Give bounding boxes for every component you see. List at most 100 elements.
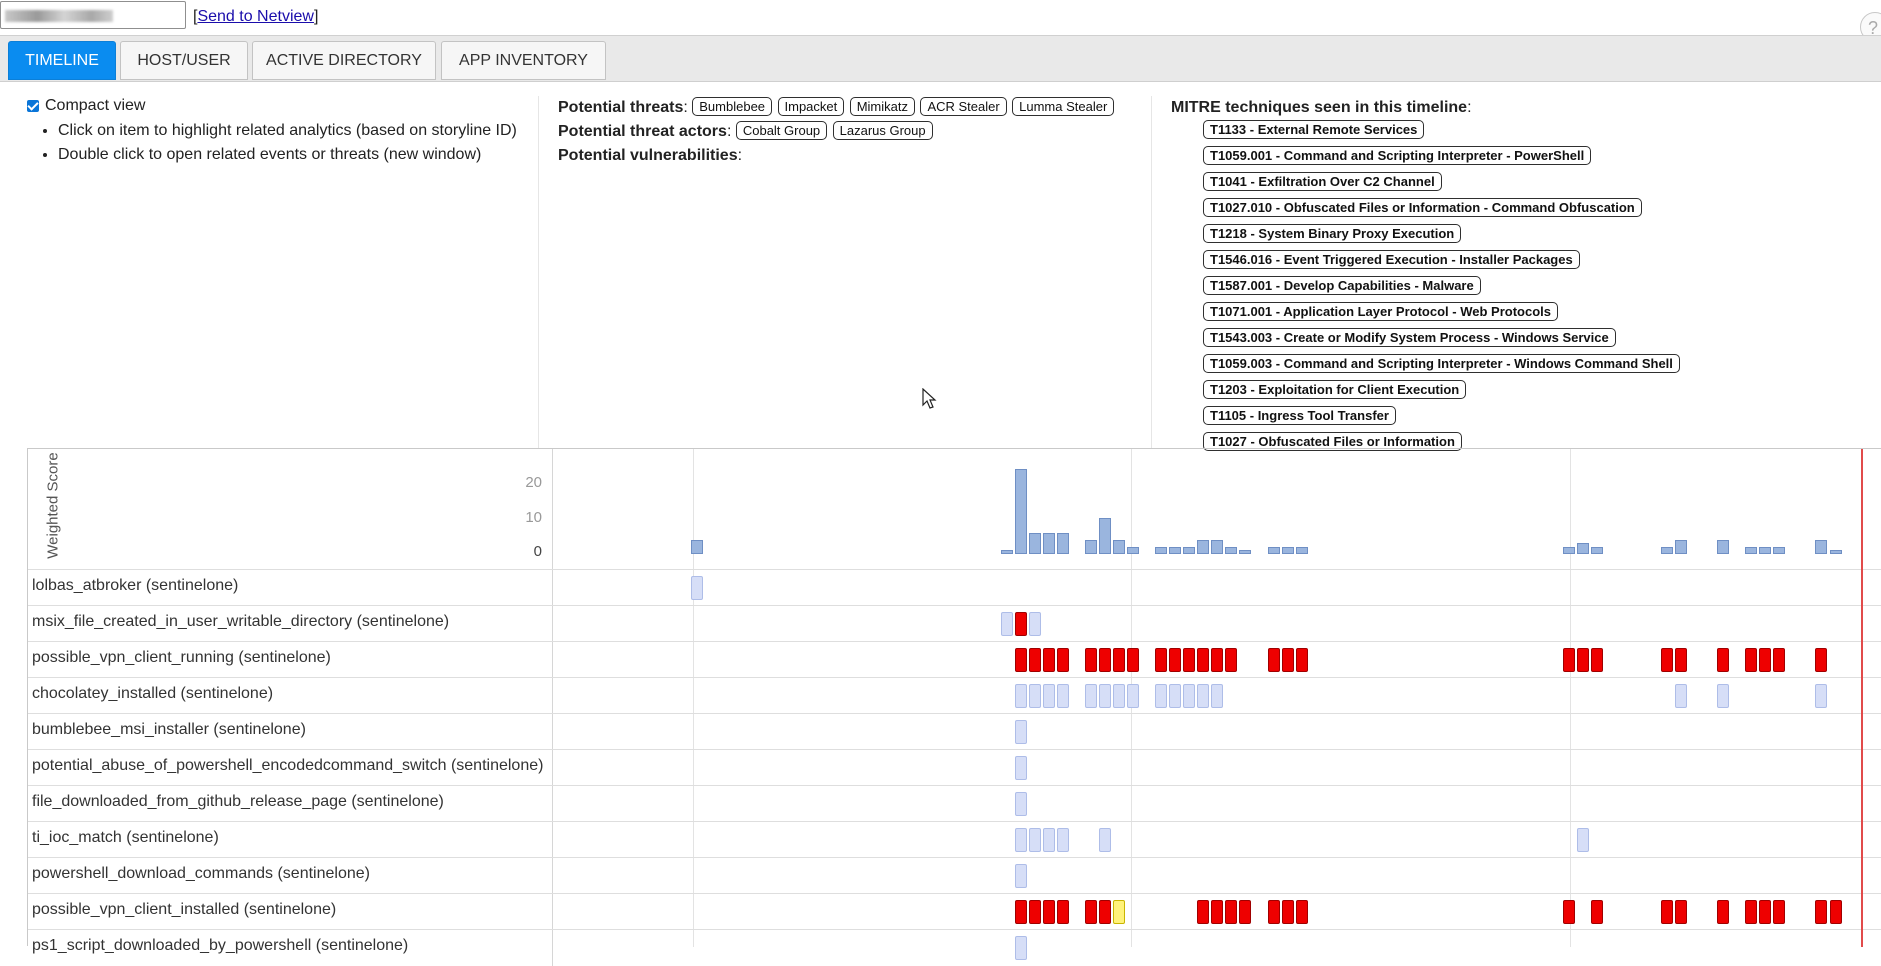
event-marker[interactable] <box>1056 684 1069 708</box>
event-marker[interactable] <box>1815 684 1828 708</box>
threat-actor-badge[interactable]: Lazarus Group <box>832 121 933 140</box>
event-marker[interactable] <box>1112 648 1125 672</box>
score-bar[interactable] <box>1056 533 1069 554</box>
score-bar[interactable] <box>1042 533 1055 554</box>
event-marker[interactable] <box>1014 648 1027 672</box>
score-bar[interactable] <box>1674 540 1687 554</box>
event-marker[interactable] <box>1562 900 1575 924</box>
mitre-technique-badge[interactable]: T1027.010 - Obfuscated Files or Informat… <box>1203 198 1642 217</box>
event-marker[interactable] <box>1014 900 1027 924</box>
event-marker[interactable] <box>1717 648 1730 672</box>
event-marker[interactable] <box>1197 900 1210 924</box>
event-marker[interactable] <box>1745 900 1758 924</box>
score-bar[interactable] <box>1759 547 1772 554</box>
score-bar[interactable] <box>1183 547 1196 554</box>
score-bar[interactable] <box>1084 540 1097 554</box>
analytic-name[interactable]: file_downloaded_from_github_release_page… <box>32 793 444 810</box>
event-marker[interactable] <box>1717 684 1730 708</box>
event-marker[interactable] <box>1183 648 1196 672</box>
timeline-row[interactable]: ti_ioc_match (sentinelone) <box>28 821 1881 858</box>
event-marker[interactable] <box>1674 648 1687 672</box>
event-marker[interactable] <box>1295 648 1308 672</box>
timeline-row[interactable]: possible_vpn_client_installed (sentinelo… <box>28 893 1881 930</box>
mitre-technique-badge[interactable]: T1203 - Exploitation for Client Executio… <box>1203 380 1467 399</box>
event-marker[interactable] <box>1000 612 1013 636</box>
event-marker[interactable] <box>1815 648 1828 672</box>
event-marker[interactable] <box>1084 900 1097 924</box>
event-marker[interactable] <box>1112 900 1125 924</box>
analytic-name[interactable]: ps1_script_downloaded_by_powershell (sen… <box>32 937 409 954</box>
threat-badge[interactable]: Impacket <box>777 97 845 116</box>
analytic-name[interactable]: potential_abuse_of_powershell_encodedcom… <box>32 757 544 774</box>
mitre-technique-badge[interactable]: T1041 - Exfiltration Over C2 Channel <box>1203 172 1442 191</box>
mitre-technique-badge[interactable]: T1587.001 - Develop Capabilities - Malwa… <box>1203 276 1481 295</box>
analytic-name[interactable]: chocolatey_installed (sentinelone) <box>32 685 274 702</box>
event-marker[interactable] <box>1660 648 1673 672</box>
score-bar[interactable] <box>1815 540 1828 554</box>
event-marker[interactable] <box>1112 684 1125 708</box>
event-marker[interactable] <box>1155 648 1168 672</box>
event-marker[interactable] <box>1084 684 1097 708</box>
mitre-technique-badge[interactable]: T1071.001 - Application Layer Protocol -… <box>1203 302 1558 321</box>
score-bar[interactable] <box>1028 533 1041 554</box>
event-marker[interactable] <box>1014 936 1027 960</box>
tab-active-directory[interactable]: ACTIVE DIRECTORY <box>252 41 436 80</box>
event-marker[interactable] <box>1155 684 1168 708</box>
analytic-name[interactable]: msix_file_created_in_user_writable_direc… <box>32 613 450 630</box>
score-bar[interactable] <box>1576 543 1589 554</box>
event-marker[interactable] <box>1295 900 1308 924</box>
timeline-row[interactable]: ps1_script_downloaded_by_powershell (sen… <box>28 929 1881 966</box>
send-to-netview-link[interactable]: Send to Netview <box>197 8 314 25</box>
tab-host-user[interactable]: HOST/USER <box>120 41 248 80</box>
event-marker[interactable] <box>1084 648 1097 672</box>
event-marker[interactable] <box>1098 900 1111 924</box>
score-bar[interactable] <box>1112 540 1125 554</box>
event-marker[interactable] <box>1028 648 1041 672</box>
timeline-row[interactable]: chocolatey_installed (sentinelone) <box>28 677 1881 714</box>
event-marker[interactable] <box>1014 792 1027 816</box>
timeline-row[interactable]: msix_file_created_in_user_writable_direc… <box>28 605 1881 642</box>
host-input[interactable] <box>0 1 186 29</box>
event-marker[interactable] <box>1225 648 1238 672</box>
event-marker[interactable] <box>1042 684 1055 708</box>
timeline-row[interactable]: powershell_download_commands (sentinelon… <box>28 857 1881 894</box>
score-bar[interactable] <box>1717 540 1730 554</box>
event-marker[interactable] <box>1211 648 1224 672</box>
mitre-technique-badge[interactable]: T1543.003 - Create or Modify System Proc… <box>1203 328 1616 347</box>
event-marker[interactable] <box>1773 648 1786 672</box>
score-bar[interactable] <box>1239 550 1252 554</box>
score-bar[interactable] <box>1000 550 1013 554</box>
event-marker[interactable] <box>1056 900 1069 924</box>
score-bar[interactable] <box>1211 540 1224 554</box>
event-marker[interactable] <box>1267 648 1280 672</box>
timeline-row[interactable]: bumblebee_msi_installer (sentinelone) <box>28 713 1881 750</box>
analytic-name[interactable]: bumblebee_msi_installer (sentinelone) <box>32 721 306 738</box>
score-bar[interactable] <box>1745 547 1758 554</box>
compact-view-option[interactable]: Compact view <box>27 96 537 116</box>
event-marker[interactable] <box>1014 612 1027 636</box>
event-marker[interactable] <box>1267 900 1280 924</box>
event-marker[interactable] <box>1717 900 1730 924</box>
mitre-technique-badge[interactable]: T1105 - Ingress Tool Transfer <box>1203 406 1396 425</box>
score-bar[interactable] <box>1197 540 1210 554</box>
score-bar[interactable] <box>1267 547 1280 554</box>
event-marker[interactable] <box>1098 828 1111 852</box>
score-bar[interactable] <box>1127 547 1139 554</box>
event-marker[interactable] <box>1014 828 1027 852</box>
score-bar[interactable] <box>1562 547 1575 554</box>
score-bar[interactable] <box>1098 518 1111 554</box>
event-marker[interactable] <box>1815 900 1828 924</box>
event-marker[interactable] <box>1127 648 1139 672</box>
event-marker[interactable] <box>1211 684 1224 708</box>
compact-view-checkbox[interactable] <box>27 100 39 112</box>
threat-badge[interactable]: ACR Stealer <box>920 97 1007 116</box>
mitre-technique-badge[interactable]: T1059.001 - Command and Scripting Interp… <box>1203 146 1592 165</box>
event-marker[interactable] <box>1674 684 1687 708</box>
score-bar[interactable] <box>1295 547 1308 554</box>
analytic-name[interactable]: lolbas_atbroker (sentinelone) <box>32 577 239 594</box>
event-marker[interactable] <box>1028 828 1041 852</box>
tab-app-inventory[interactable]: APP INVENTORY <box>441 41 606 80</box>
analytic-name[interactable]: powershell_download_commands (sentinelon… <box>32 865 370 882</box>
timeline-row[interactable]: potential_abuse_of_powershell_encodedcom… <box>28 749 1881 786</box>
analytic-name[interactable]: possible_vpn_client_running (sentinelone… <box>32 649 331 666</box>
